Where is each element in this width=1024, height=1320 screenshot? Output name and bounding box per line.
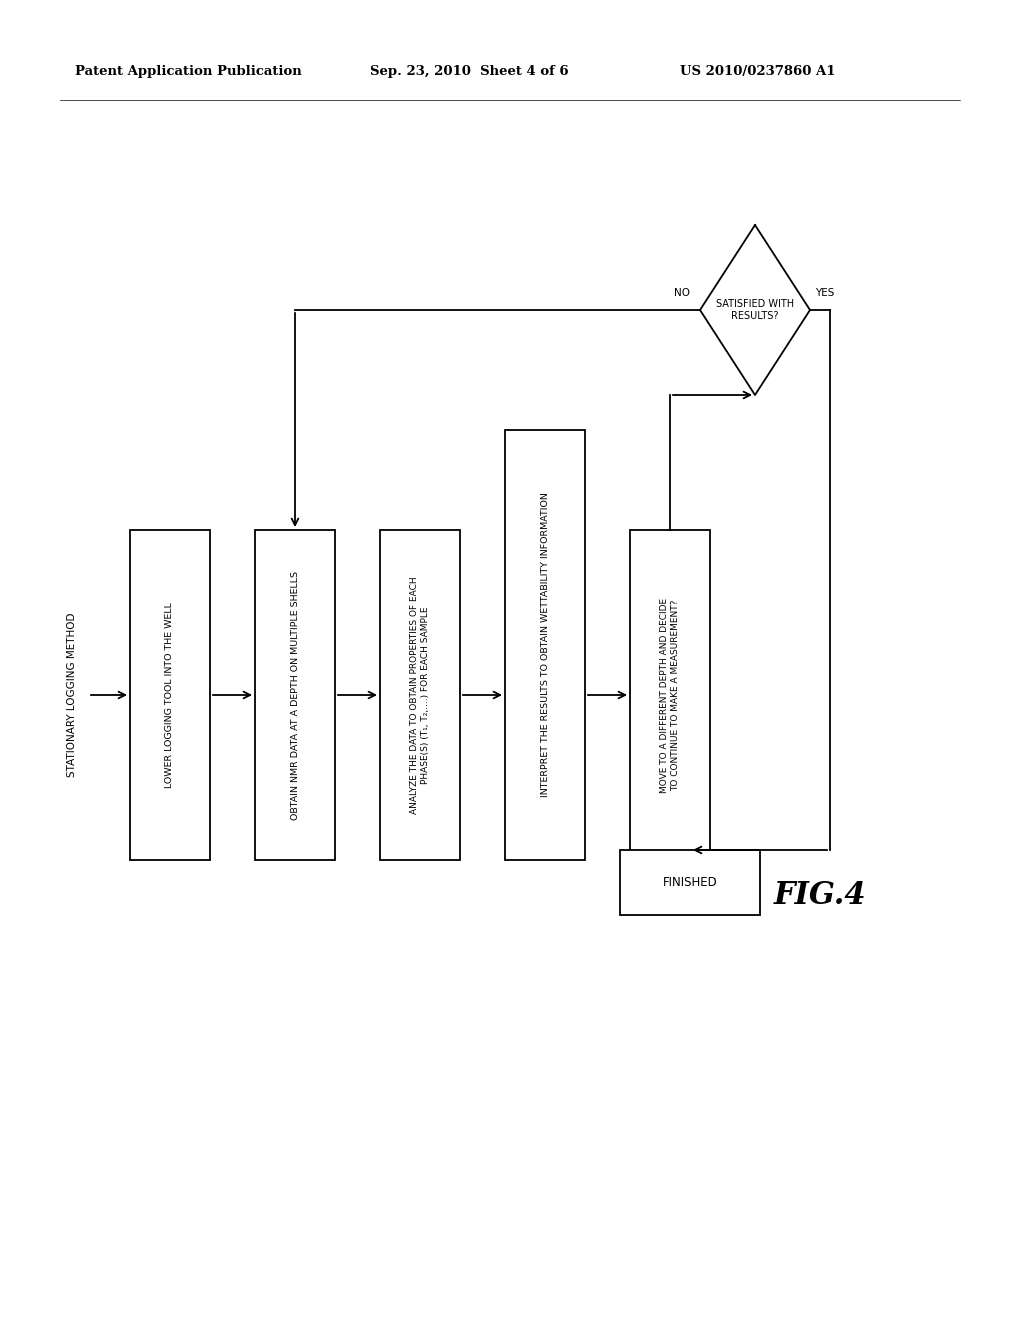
Bar xyxy=(620,850,760,915)
Bar xyxy=(255,531,335,861)
Text: INTERPRET THE RESULTS TO OBTAIN WETTABILITY INFORMATION: INTERPRET THE RESULTS TO OBTAIN WETTABIL… xyxy=(541,492,550,797)
Text: US 2010/0237860 A1: US 2010/0237860 A1 xyxy=(680,66,836,78)
Text: STATIONARY LOGGING METHOD: STATIONARY LOGGING METHOD xyxy=(67,612,77,777)
Bar xyxy=(630,531,710,861)
Text: FINISHED: FINISHED xyxy=(663,876,718,888)
Text: OBTAIN NMR DATA AT A DEPTH ON MULTIPLE SHELLS: OBTAIN NMR DATA AT A DEPTH ON MULTIPLE S… xyxy=(291,570,299,820)
Bar xyxy=(380,531,460,861)
Text: LOWER LOGGING TOOL INTO THE WELL: LOWER LOGGING TOOL INTO THE WELL xyxy=(166,602,174,788)
Polygon shape xyxy=(700,224,810,395)
Text: YES: YES xyxy=(815,288,835,298)
Bar xyxy=(505,430,585,861)
Text: FIG.4: FIG.4 xyxy=(774,879,866,911)
Text: Sep. 23, 2010  Sheet 4 of 6: Sep. 23, 2010 Sheet 4 of 6 xyxy=(370,66,568,78)
Text: ANALYZE THE DATA TO OBTAIN PROPERTIES OF EACH
PHASE(S) (T₁, T₂,....) FOR EACH SA: ANALYZE THE DATA TO OBTAIN PROPERTIES OF… xyxy=(410,577,430,814)
Text: NO: NO xyxy=(674,288,690,298)
Text: MOVE TO A DIFFERENT DEPTH AND DECIDE
TO CONTINUE TO MAKE A MEASUREMENT?: MOVE TO A DIFFERENT DEPTH AND DECIDE TO … xyxy=(659,598,680,792)
Text: SATISFIED WITH
RESULTS?: SATISFIED WITH RESULTS? xyxy=(716,298,794,321)
Text: Patent Application Publication: Patent Application Publication xyxy=(75,66,302,78)
Bar xyxy=(130,531,210,861)
